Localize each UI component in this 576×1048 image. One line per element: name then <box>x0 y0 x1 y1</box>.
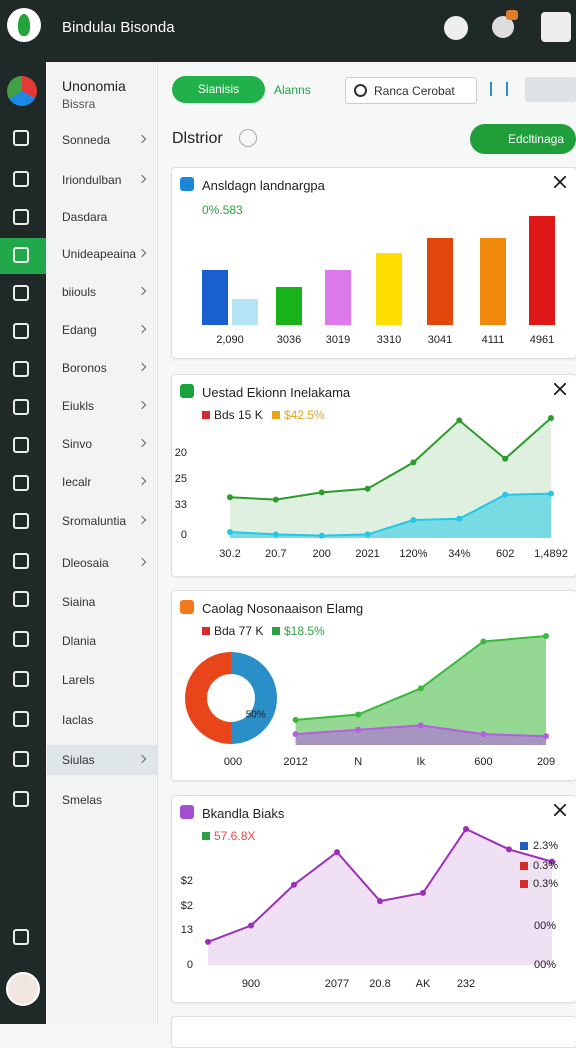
sidebar-item[interactable]: Dleosaia <box>62 556 109 570</box>
rail-icon[interactable] <box>13 475 29 491</box>
rail-icon[interactable] <box>13 711 29 727</box>
tab-active[interactable]: Sianisis <box>172 76 265 103</box>
settings-icon[interactable] <box>541 12 571 42</box>
chevron <box>137 248 147 258</box>
notification-icon[interactable] <box>492 10 518 38</box>
legend-marker <box>202 627 210 635</box>
rail-icon[interactable] <box>13 323 29 339</box>
sidebar: Unonomia Bissra Sonneda Iriondulban Dasdar… <box>47 62 158 1024</box>
close-button[interactable] <box>554 804 566 816</box>
panel-subtitle: 0%.583 <box>202 203 243 217</box>
panel-icon <box>180 600 194 614</box>
rail-active <box>0 238 46 274</box>
chevron <box>137 286 147 296</box>
sidebar-item[interactable]: Sinvo <box>62 437 93 451</box>
sidebar-item[interactable]: Dasdara <box>62 210 108 224</box>
sidebar-item[interactable]: biiouls <box>62 285 97 299</box>
rail-icon[interactable] <box>13 591 29 607</box>
sidebar-item[interactable]: Boronos <box>62 361 107 375</box>
close-button[interactable] <box>554 176 566 188</box>
rail-icon[interactable] <box>13 631 29 647</box>
chevron <box>137 515 147 525</box>
close-button[interactable] <box>554 383 566 395</box>
sidebar-item[interactable]: Larels <box>62 673 95 687</box>
panel <box>171 1016 576 1048</box>
brand-icon <box>7 76 37 106</box>
sidebar-item[interactable]: Edang <box>62 323 97 337</box>
rail-icon[interactable] <box>13 171 29 187</box>
legend-label: $18.5% <box>284 624 325 638</box>
sidebar-active <box>47 745 157 775</box>
legend-marker <box>272 627 280 635</box>
chevron <box>137 134 147 144</box>
sidebar-item[interactable]: Iecalr <box>62 475 92 489</box>
sidebar-item[interactable]: Dlania <box>62 634 97 648</box>
heading: Dlstrior <box>172 130 223 147</box>
sidebar-item[interactable]: Siulas <box>62 753 95 767</box>
rail-icon[interactable] <box>13 513 29 529</box>
logo <box>7 8 41 42</box>
sidebar-item[interactable]: Siaina <box>62 595 96 609</box>
panel: Ansldagn landnargpa 0%.583 <box>171 167 576 359</box>
rail-icon[interactable] <box>13 130 29 146</box>
panel-icon <box>180 805 194 819</box>
rail-icon[interactable] <box>13 671 29 687</box>
rail-icon[interactable] <box>13 247 29 263</box>
chevron <box>137 476 147 486</box>
search-text: Ranca Cerobat <box>374 84 455 98</box>
panel-icon <box>180 177 194 191</box>
rail-icon[interactable] <box>13 361 29 377</box>
sidebar-item[interactable]: Iriondulban <box>62 173 122 187</box>
panel-title: Uestad Ekionn Inelakama <box>202 385 351 400</box>
chevron <box>137 557 147 567</box>
legend-marker <box>202 832 210 840</box>
legend-label: $42.5% <box>284 408 325 422</box>
sidebar-item[interactable]: Eiukls <box>62 399 95 413</box>
rail-icon[interactable] <box>13 285 29 301</box>
icon-rail <box>0 62 46 1024</box>
chevron <box>137 438 147 448</box>
sidebar-item[interactable]: Iaclas <box>62 713 94 727</box>
rail-icon[interactable] <box>13 209 29 225</box>
chevron <box>137 362 147 372</box>
top-bar: Bindulaı Bisonda <box>0 0 576 62</box>
panel: Bkandla Biaks 57.6.8X <box>171 795 576 1003</box>
panel-icon <box>180 384 194 398</box>
chevron <box>137 324 147 334</box>
legend-marker <box>202 411 210 419</box>
legend-label: Bds 15 K <box>214 408 263 422</box>
rail-icon[interactable] <box>13 929 29 945</box>
rail-icon[interactable] <box>13 751 29 767</box>
panel-title: Caolag Nosonaaison Elamg <box>202 601 364 616</box>
app-title: Bindulaı Bisonda <box>62 19 175 36</box>
rail-icon[interactable] <box>13 791 29 807</box>
sidebar-item[interactable]: Sonneda <box>62 133 111 147</box>
panel: Caolag Nosonaaison Elamg Bda 77 K $18.5% <box>171 590 576 781</box>
action-button[interactable]: Edcltinaga <box>470 124 576 154</box>
panel: Uestad Ekionn Inelakama Bds 15 K $42.5% <box>171 374 576 577</box>
sidebar-title: Unonomia <box>62 78 126 94</box>
sidebar-item[interactable]: Sromaluntia <box>62 514 127 528</box>
toggle[interactable] <box>525 77 576 102</box>
sidebar-item[interactable]: Unideapeaina <box>62 247 137 261</box>
rail-icon[interactable] <box>13 553 29 569</box>
user-icon[interactable] <box>444 16 468 40</box>
sidebar-subtitle: Bissra <box>62 97 96 111</box>
sidebar-item[interactable]: Smelas <box>62 793 103 807</box>
legend-marker <box>272 411 280 419</box>
add-icon[interactable] <box>239 129 257 147</box>
panel-title: Ansldagn landnargpa <box>202 178 325 193</box>
rail-icon[interactable] <box>13 437 29 453</box>
rail-icon[interactable] <box>13 399 29 415</box>
tab[interactable]: Alanns <box>274 83 311 97</box>
chevron <box>137 400 147 410</box>
search-box[interactable]: Ranca Cerobat <box>345 77 477 104</box>
avatar <box>6 972 40 1006</box>
chevron <box>137 174 147 184</box>
panel-title: Bkandla Biaks <box>202 806 285 821</box>
grid-icon[interactable] <box>490 82 508 96</box>
legend-label: 57.6.8X <box>214 829 256 843</box>
legend-label: Bda 77 K <box>214 624 264 638</box>
